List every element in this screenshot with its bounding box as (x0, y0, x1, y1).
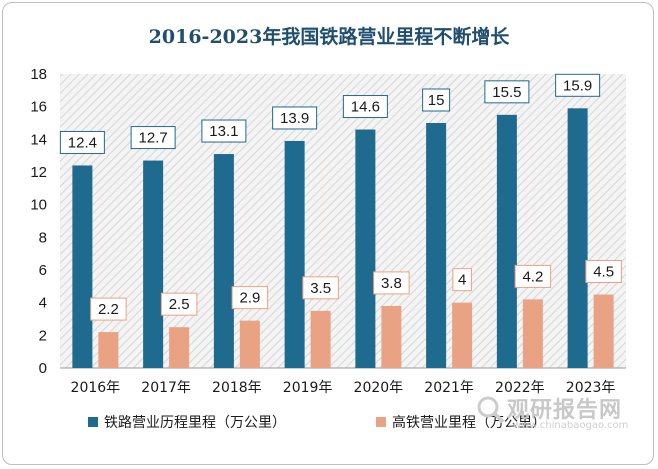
y-tick-label: 2 (39, 327, 47, 344)
data-label-box (422, 88, 451, 112)
y-tick-label: 14 (30, 131, 47, 148)
data-label-box (59, 130, 105, 154)
data-label: 13.9 (280, 110, 309, 127)
data-label-box (342, 95, 388, 119)
data-label-box (555, 73, 601, 97)
data-label-box (373, 271, 410, 295)
y-tick-label: 16 (30, 99, 47, 116)
x-tick-label: 2021年 (424, 380, 474, 396)
y-tick-label: 10 (30, 197, 47, 214)
chart-title: 2016-2023年我国铁路营业里程不断增长 (148, 26, 510, 48)
y-tick-label: 12 (30, 164, 47, 181)
data-label: 13.1 (209, 123, 238, 140)
data-label-box (231, 286, 269, 310)
watermark: 观研报告网 www.chinabaogao.com (473, 388, 643, 438)
data-label: 12.7 (139, 130, 168, 147)
bar-series-2 (98, 332, 119, 368)
data-label: 4.5 (593, 264, 614, 281)
data-label-box (514, 264, 552, 288)
legend-label-series-2: 高铁营业里程（万公里） (392, 414, 546, 431)
data-label-box (452, 268, 472, 292)
x-tick-label: 2019年 (283, 380, 333, 396)
data-label: 4 (458, 272, 466, 289)
data-label: 3.5 (310, 280, 331, 297)
data-label: 2.5 (169, 296, 190, 313)
x-tick-label: 2016年 (71, 380, 121, 396)
data-label: 14.6 (351, 99, 380, 116)
bar-series-2 (381, 305, 402, 368)
data-label-box (201, 119, 247, 143)
watermark-text: 观研报告网 (507, 398, 623, 423)
bar-series-2 (239, 320, 260, 368)
bar-series-2 (452, 302, 473, 368)
data-label-box (484, 80, 530, 104)
x-tick-label: 2017年 (141, 380, 191, 396)
watermark-url: www.chinabaogao.com (513, 420, 629, 431)
data-label-box (272, 106, 318, 130)
x-tick-label: 2022年 (495, 380, 545, 396)
x-tick-label: 2023年 (566, 380, 616, 396)
bar-series-2 (522, 299, 543, 368)
data-label: 15.9 (563, 77, 592, 94)
data-label-box (160, 292, 198, 316)
bar-series-1 (355, 129, 376, 368)
x-tick-label: 2018年 (212, 380, 262, 396)
data-label: 2.2 (98, 301, 119, 318)
data-label: 15.5 (492, 84, 521, 101)
data-label-box (130, 126, 176, 150)
bar-series-1 (72, 165, 93, 368)
data-label-box (302, 276, 339, 300)
data-label: 3.8 (381, 275, 402, 292)
data-label: 12.4 (68, 134, 97, 151)
y-tick-label: 6 (39, 262, 47, 279)
bar-series-1 (567, 108, 588, 369)
data-label: 4.2 (522, 268, 543, 285)
magnifier-logo-icon (477, 396, 505, 424)
y-tick-label: 0 (39, 360, 47, 377)
data-label-box (585, 260, 622, 283)
bar-series-2 (169, 327, 190, 368)
bar-series-2 (593, 294, 614, 368)
x-tick-label: 2020年 (354, 380, 404, 396)
data-label: 2.9 (239, 290, 260, 307)
bar-series-1 (426, 123, 447, 368)
bar-series-2 (310, 310, 331, 368)
y-tick-label: 18 (30, 66, 47, 83)
legend-swatch-series-1 (88, 417, 98, 427)
legend-swatch-series-2 (376, 417, 386, 427)
legend-label-series-1: 铁路营业历程里程（万公里） (104, 415, 286, 431)
bar-series-1 (496, 114, 517, 368)
y-tick-label: 4 (39, 295, 47, 312)
bar-series-1 (284, 140, 305, 368)
y-tick-label: 8 (39, 229, 47, 246)
bar-series-1 (213, 154, 234, 368)
data-label: 15 (428, 92, 445, 109)
data-label-box (90, 297, 127, 321)
bar-series-1 (143, 160, 164, 368)
